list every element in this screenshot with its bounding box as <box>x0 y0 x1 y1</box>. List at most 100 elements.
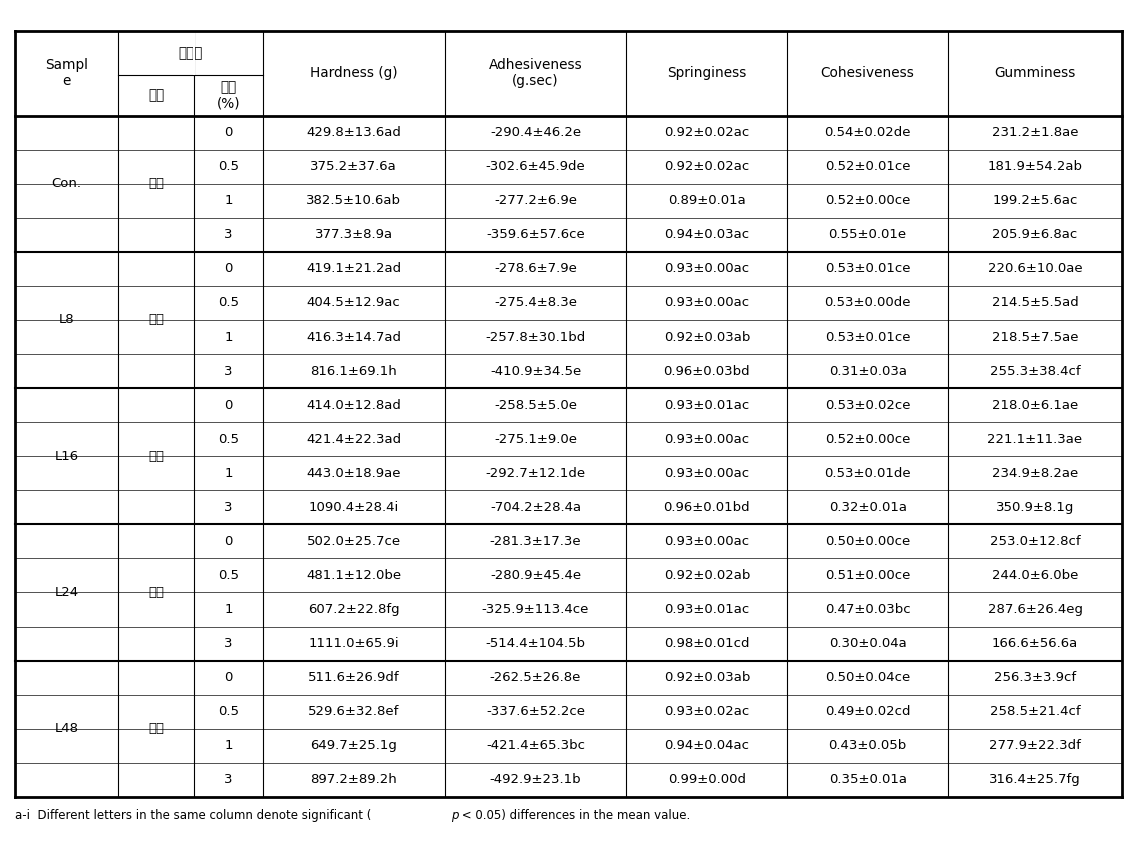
Text: p: p <box>451 809 458 823</box>
Text: 0.32±0.01a: 0.32±0.01a <box>829 501 906 514</box>
Text: 0.98±0.01cd: 0.98±0.01cd <box>664 637 749 650</box>
Text: 젠란: 젠란 <box>148 313 164 327</box>
Text: 0.54±0.02de: 0.54±0.02de <box>824 127 911 139</box>
Text: Adhesiveness
(g.sec): Adhesiveness (g.sec) <box>489 59 582 88</box>
Text: 0.5: 0.5 <box>218 296 239 310</box>
Text: 414.0±12.8ad: 414.0±12.8ad <box>306 399 401 412</box>
Text: 429.8±13.6ad: 429.8±13.6ad <box>306 127 401 139</box>
Text: 277.9±22.3df: 277.9±22.3df <box>989 739 1081 752</box>
Text: 0: 0 <box>224 127 233 139</box>
Text: 218.5±7.5ae: 218.5±7.5ae <box>991 330 1078 344</box>
Text: L48: L48 <box>55 722 78 735</box>
Text: 0.30±0.04a: 0.30±0.04a <box>829 637 906 650</box>
Text: 0.52±0.01ce: 0.52±0.01ce <box>825 160 911 173</box>
Text: 220.6±10.0ae: 220.6±10.0ae <box>988 262 1082 275</box>
Text: 1111.0±65.9i: 1111.0±65.9i <box>308 637 399 650</box>
Text: -359.6±57.6ce: -359.6±57.6ce <box>487 228 584 241</box>
Text: 234.9±8.2ae: 234.9±8.2ae <box>991 467 1078 480</box>
Text: -492.9±23.1b: -492.9±23.1b <box>490 773 581 786</box>
Text: -421.4±65.3bc: -421.4±65.3bc <box>485 739 586 752</box>
Text: 종류: 종류 <box>148 88 164 103</box>
Text: 1: 1 <box>224 739 233 752</box>
Text: -262.5±26.8e: -262.5±26.8e <box>490 671 581 684</box>
Text: 0.92±0.03ab: 0.92±0.03ab <box>664 330 750 344</box>
Text: 젠란: 젠란 <box>148 177 164 190</box>
Text: 젠란: 젠란 <box>148 722 164 735</box>
Text: 0.89±0.01a: 0.89±0.01a <box>669 194 746 207</box>
Text: -277.2±6.9e: -277.2±6.9e <box>495 194 578 207</box>
Text: 3: 3 <box>224 228 233 241</box>
Text: 0.99±0.00d: 0.99±0.00d <box>667 773 746 786</box>
Text: 0.94±0.03ac: 0.94±0.03ac <box>664 228 749 241</box>
Text: 0.53±0.01ce: 0.53±0.01ce <box>825 330 911 344</box>
Text: 529.6±32.8ef: 529.6±32.8ef <box>308 706 399 718</box>
Text: 0.93±0.02ac: 0.93±0.02ac <box>664 706 749 718</box>
Text: -257.8±30.1bd: -257.8±30.1bd <box>485 330 586 344</box>
Text: 181.9±54.2ab: 181.9±54.2ab <box>988 160 1082 173</box>
Text: Con.: Con. <box>51 177 82 190</box>
Text: 0.93±0.01ac: 0.93±0.01ac <box>664 399 749 412</box>
Text: -337.6±52.2ce: -337.6±52.2ce <box>485 706 586 718</box>
Text: L24: L24 <box>55 586 78 599</box>
Text: 421.4±22.3ad: 421.4±22.3ad <box>306 433 401 446</box>
Text: a-i  Different letters in the same column denote significant (: a-i Different letters in the same column… <box>15 809 372 823</box>
Text: 443.0±18.9ae: 443.0±18.9ae <box>307 467 401 480</box>
Text: 1: 1 <box>224 467 233 480</box>
Text: 1: 1 <box>224 194 233 207</box>
Text: 0.51±0.00ce: 0.51±0.00ce <box>825 569 911 582</box>
Text: 199.2±5.6ac: 199.2±5.6ac <box>993 194 1078 207</box>
Text: -290.4±46.2e: -290.4±46.2e <box>490 127 581 139</box>
Text: -410.9±34.5e: -410.9±34.5e <box>490 364 581 378</box>
Text: 0.93±0.00ac: 0.93±0.00ac <box>664 467 749 480</box>
Text: 젠란: 젠란 <box>148 450 164 463</box>
Text: 0.5: 0.5 <box>218 706 239 718</box>
Text: -275.1±9.0e: -275.1±9.0e <box>495 433 578 446</box>
Text: 0.31±0.03a: 0.31±0.03a <box>829 364 906 378</box>
Text: 0.93±0.00ac: 0.93±0.00ac <box>664 535 749 548</box>
Text: 502.0±25.7ce: 502.0±25.7ce <box>307 535 400 548</box>
Text: 0.94±0.04ac: 0.94±0.04ac <box>664 739 749 752</box>
Text: 316.4±25.7fg: 316.4±25.7fg <box>989 773 1081 786</box>
Text: 0.5: 0.5 <box>218 160 239 173</box>
Text: 404.5±12.9ac: 404.5±12.9ac <box>307 296 400 310</box>
Text: 0.92±0.02ab: 0.92±0.02ab <box>664 569 750 582</box>
Text: 1: 1 <box>224 330 233 344</box>
Text: 1090.4±28.4i: 1090.4±28.4i <box>308 501 399 514</box>
Text: < 0.05) differences in the mean value.: < 0.05) differences in the mean value. <box>458 809 690 823</box>
Text: -258.5±5.0e: -258.5±5.0e <box>495 399 578 412</box>
Text: -704.2±28.4a: -704.2±28.4a <box>490 501 581 514</box>
Text: 231.2±1.8ae: 231.2±1.8ae <box>991 127 1078 139</box>
Text: 0.35±0.01a: 0.35±0.01a <box>829 773 906 786</box>
Text: 0.55±0.01e: 0.55±0.01e <box>829 228 906 241</box>
Text: -278.6±7.9e: -278.6±7.9e <box>495 262 576 275</box>
Text: 816.1±69.1h: 816.1±69.1h <box>310 364 397 378</box>
Text: 0.53±0.02ce: 0.53±0.02ce <box>825 399 911 412</box>
Text: 0: 0 <box>224 535 233 548</box>
Text: 205.9±6.8ac: 205.9±6.8ac <box>993 228 1078 241</box>
Text: 1: 1 <box>224 603 233 616</box>
Text: 0: 0 <box>224 399 233 412</box>
Text: 3: 3 <box>224 637 233 650</box>
Text: L8: L8 <box>59 313 74 327</box>
Text: -514.4±104.5b: -514.4±104.5b <box>485 637 586 650</box>
Text: 0.93±0.00ac: 0.93±0.00ac <box>664 296 749 310</box>
Text: 0.5: 0.5 <box>218 433 239 446</box>
Text: 0.53±0.01de: 0.53±0.01de <box>824 467 911 480</box>
Text: Cohesiveness: Cohesiveness <box>821 66 914 81</box>
Text: 218.0±6.1ae: 218.0±6.1ae <box>991 399 1078 412</box>
Text: 0.53±0.00de: 0.53±0.00de <box>824 296 911 310</box>
Text: 350.9±8.1g: 350.9±8.1g <box>996 501 1074 514</box>
Text: 255.3±38.4cf: 255.3±38.4cf <box>989 364 1080 378</box>
Text: Gumminess: Gumminess <box>995 66 1076 81</box>
Text: 농도
(%): 농도 (%) <box>217 80 240 110</box>
Text: 0.49±0.02cd: 0.49±0.02cd <box>825 706 911 718</box>
Text: 0.52±0.00ce: 0.52±0.00ce <box>825 194 911 207</box>
Text: 0.47±0.03bc: 0.47±0.03bc <box>824 603 911 616</box>
Text: 382.5±10.6ab: 382.5±10.6ab <box>306 194 401 207</box>
Text: 0.50±0.04ce: 0.50±0.04ce <box>825 671 911 684</box>
Text: 0: 0 <box>224 262 233 275</box>
Text: 481.1±12.0be: 481.1±12.0be <box>306 569 401 582</box>
Text: 0.92±0.03ab: 0.92±0.03ab <box>664 671 750 684</box>
Text: 0.93±0.00ac: 0.93±0.00ac <box>664 433 749 446</box>
Text: 0.5: 0.5 <box>218 569 239 582</box>
